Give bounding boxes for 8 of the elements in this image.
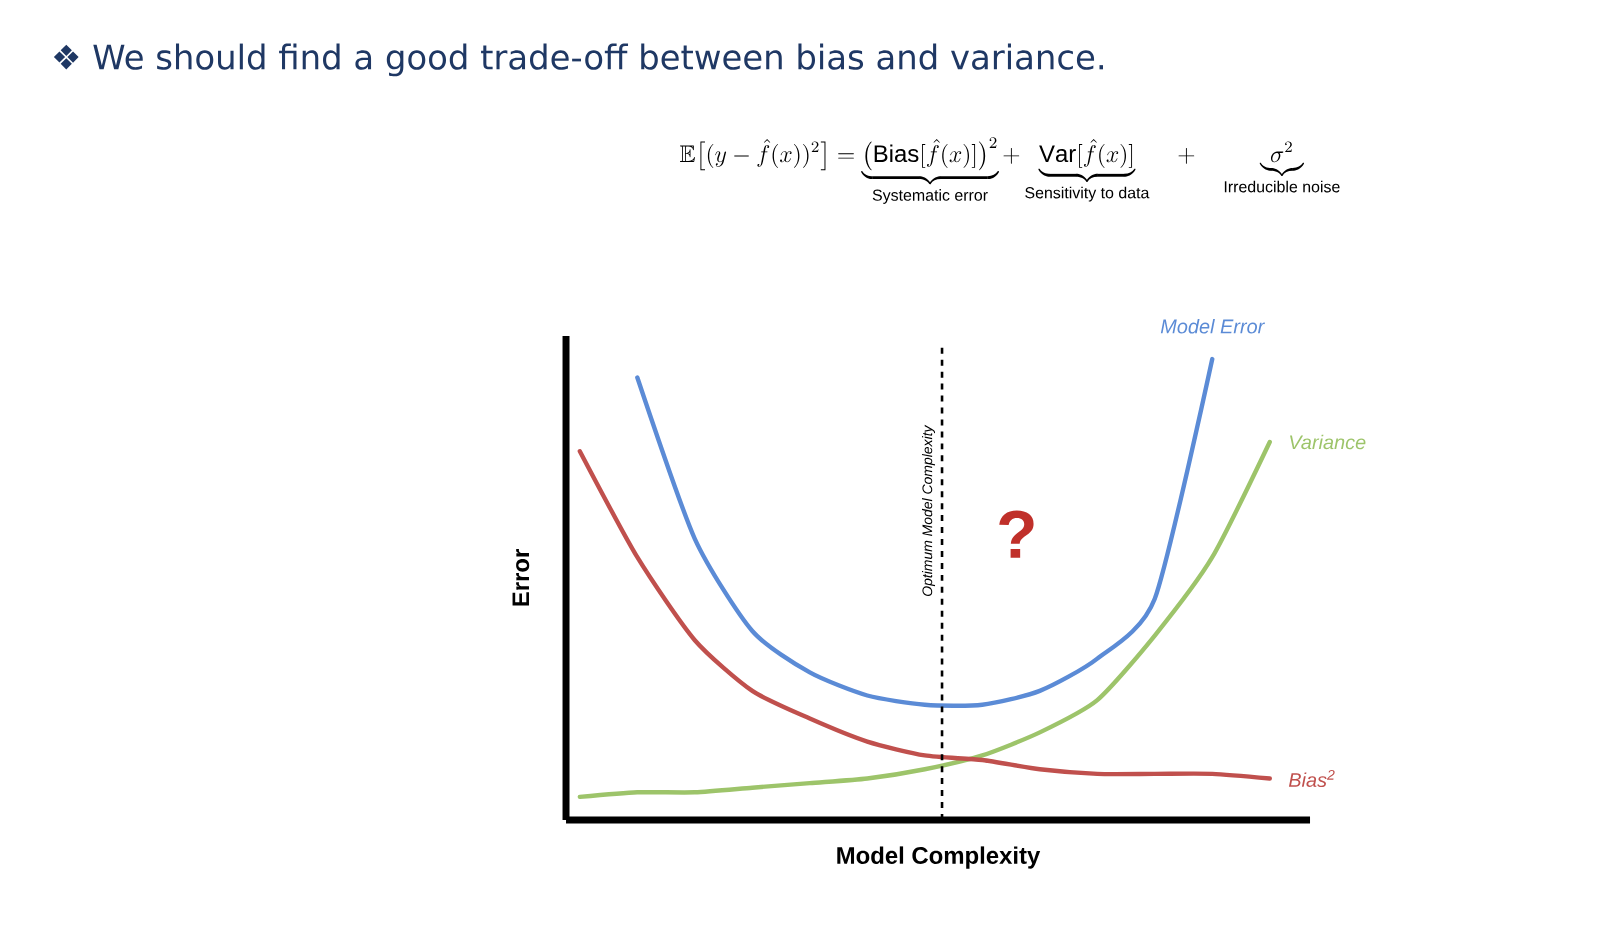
text: $\mathbb{E}\big[(y-\hat{f}(x))^2\big] = \underbrace{\big(\mathrm{Bias}[\hat{f}(x)]\big)^2}_{\text{Systematic error}} + \underbrace{\mathrm{Var}[\hat{f}(x)]}_{\text{Sensitivity to data}} \quad + \quad \underbrace{\sigma^2}_{\text{Irreducible noise}}$ <box>680 137 1340 204</box>
series-label: Bias$^{2}$ <box>1288 769 1335 788</box>
series-label: Variance <box>1290 434 1366 450</box>
x-axis-title: Model Complexity <box>837 846 1041 869</box>
chart-title: ❖ We should find a good trade-off between bias and variance. <box>53 43 1103 77</box>
y-axis-title: Error <box>512 549 530 606</box>
annotation: ? <box>999 510 1034 558</box>
series-label: Model Error <box>1160 318 1265 334</box>
